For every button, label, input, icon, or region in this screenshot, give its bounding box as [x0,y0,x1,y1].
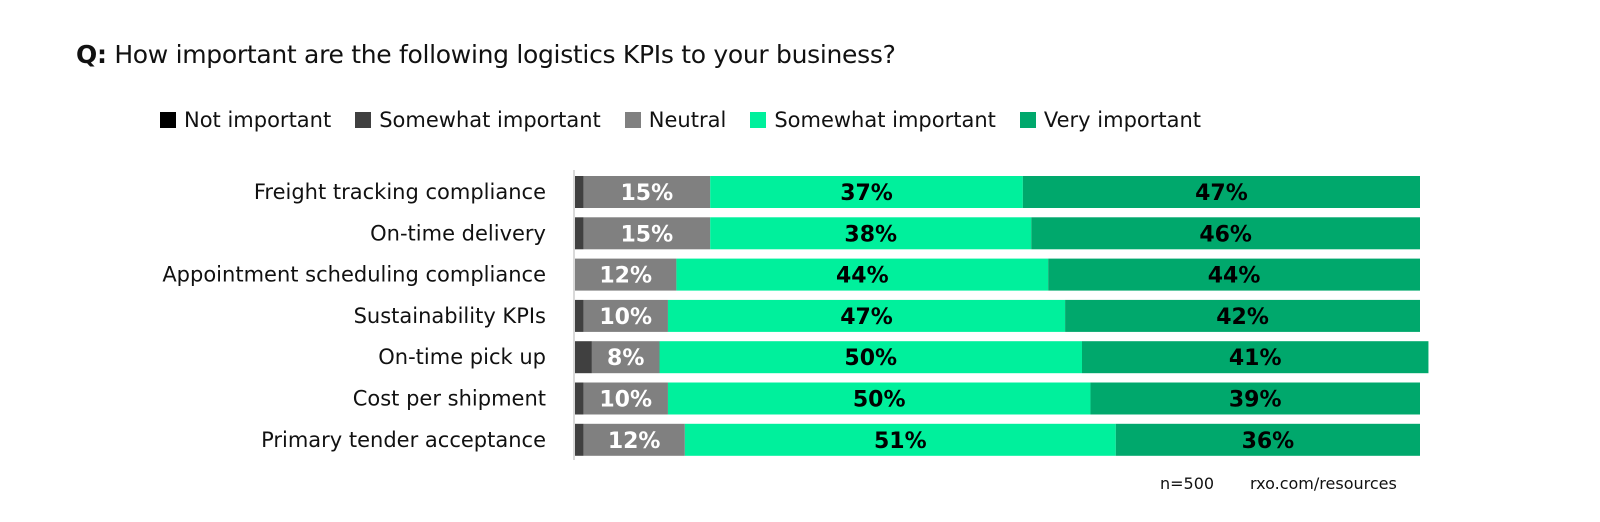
data-label: 51% [874,429,927,454]
data-label: 50% [844,346,897,371]
bar-segment [583,176,711,208]
bar-segment [575,341,592,374]
bar-segment [1022,176,1420,208]
data-label: 15% [620,222,673,247]
bar-segment [583,423,685,456]
bar-segment [667,382,1091,415]
bar-segment [575,299,584,332]
legend-item: Not important [160,108,331,132]
category-label: Cost per shipment [353,387,546,411]
data-label: 50% [853,388,906,413]
bar-segment [575,217,584,250]
category-label: Primary tender acceptance [261,428,546,452]
legend-item: Somewhat important [355,108,601,132]
data-label: 15% [620,181,673,206]
bar-segment [710,217,1032,250]
legend-label: Somewhat important [774,108,996,132]
data-label: 12% [608,429,661,454]
legend-swatch [355,112,372,128]
bar-segment [1065,299,1420,332]
legend-swatch [1019,112,1036,128]
bar-segment [667,299,1066,332]
data-label: 42% [1216,305,1269,330]
bar-segment [575,382,584,415]
data-label: 47% [840,305,893,330]
bar-segment [583,382,668,415]
category-label: On-time delivery [370,221,546,245]
data-label: 38% [844,222,897,247]
legend-item: Somewhat important [750,108,996,132]
legend-label: Neutral [648,108,727,132]
source-link: rxo.com/resources [1250,474,1397,493]
bar-segment [583,217,711,250]
bar-segment [1082,341,1429,374]
legend: Not important Somewhat important Neutral So… [160,108,1201,132]
legend-label: Somewhat important [379,108,601,132]
legend-item: Very important [1019,108,1202,132]
bar-segment [575,258,677,291]
bar-segment [684,423,1116,456]
title-prefix: Q: [76,40,107,69]
bar-segment [583,299,668,332]
bar-segment [1115,423,1420,456]
data-label: 8% [607,346,644,371]
data-label: 37% [840,181,893,206]
data-label: 10% [599,305,652,330]
category-label: Appointment scheduling compliance [162,263,546,287]
data-label: 36% [1242,429,1295,454]
legend-label: Very important [1043,108,1202,132]
legend-label: Not important [184,108,332,132]
chart-title: Q: How important are the following logis… [76,40,896,69]
bar-segment [710,176,1023,208]
category-label: Freight tracking compliance [254,180,546,204]
bar-segment [676,258,1049,291]
bar-segment [575,423,584,456]
bar-segment [1090,382,1420,415]
category-label: On-time pick up [378,345,546,369]
data-label: 41% [1229,346,1282,371]
data-label: 10% [599,388,652,413]
category-label: Sustainability KPIs [354,304,546,328]
legend-swatch [750,112,767,128]
title-text: How important are the following logistic… [114,40,896,69]
bar-segment [1048,258,1420,291]
bar-segment [659,341,1082,374]
legend-swatch [624,112,641,128]
data-label: 44% [1208,264,1261,289]
legend-swatch [160,112,176,128]
sample-size: n=500 [1160,474,1215,493]
data-label: 12% [599,264,652,289]
bar-segment [1031,217,1420,250]
legend-item: Neutral [624,108,727,132]
data-label: 39% [1229,388,1282,413]
data-label: 44% [836,264,889,289]
data-label: 47% [1195,181,1248,206]
bar-segment [591,341,660,374]
bar-segment [575,176,584,208]
data-label: 46% [1199,222,1252,247]
